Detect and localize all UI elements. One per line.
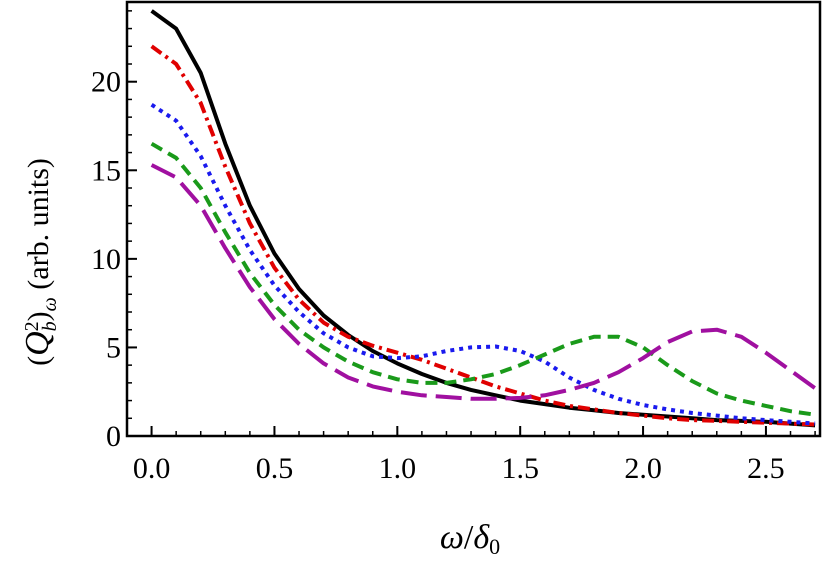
y-tick-label: 0 <box>106 420 121 453</box>
series-line-2 <box>150 44 816 427</box>
x-axis-ticks: 0.0 0.5 1.0 1.5 2.0 2.5 <box>133 426 816 485</box>
x-tick-label: 1.5 <box>501 452 539 485</box>
x-tick-label: 2.0 <box>624 452 662 485</box>
series-line-4 <box>150 141 816 417</box>
x-tick-label: 1.0 <box>379 452 417 485</box>
y-tick-label: 5 <box>106 331 121 364</box>
y-axis-label: (Qb2)ω (arb. units) <box>19 158 61 366</box>
y-axis-ticks: 0 5 10 15 20 <box>91 10 137 453</box>
plot-frame <box>125 0 822 438</box>
svg-text:(Qb2)ω (arb. units): (Qb2)ω (arb. units) <box>19 158 61 366</box>
plot-area <box>150 9 817 428</box>
x-tick-label: 0.0 <box>133 452 171 485</box>
y-tick-label: 15 <box>91 154 121 187</box>
y-tick-label: 10 <box>91 243 121 276</box>
y-tick-label: 20 <box>91 66 121 99</box>
x-tick-label: 0.5 <box>256 452 294 485</box>
series-line-1 <box>150 9 816 428</box>
series-line-5 <box>150 163 817 401</box>
x-tick-label: 2.5 <box>747 452 785 485</box>
x-axis-label: ω/δ0 <box>440 519 500 559</box>
series-line-3 <box>150 103 816 426</box>
